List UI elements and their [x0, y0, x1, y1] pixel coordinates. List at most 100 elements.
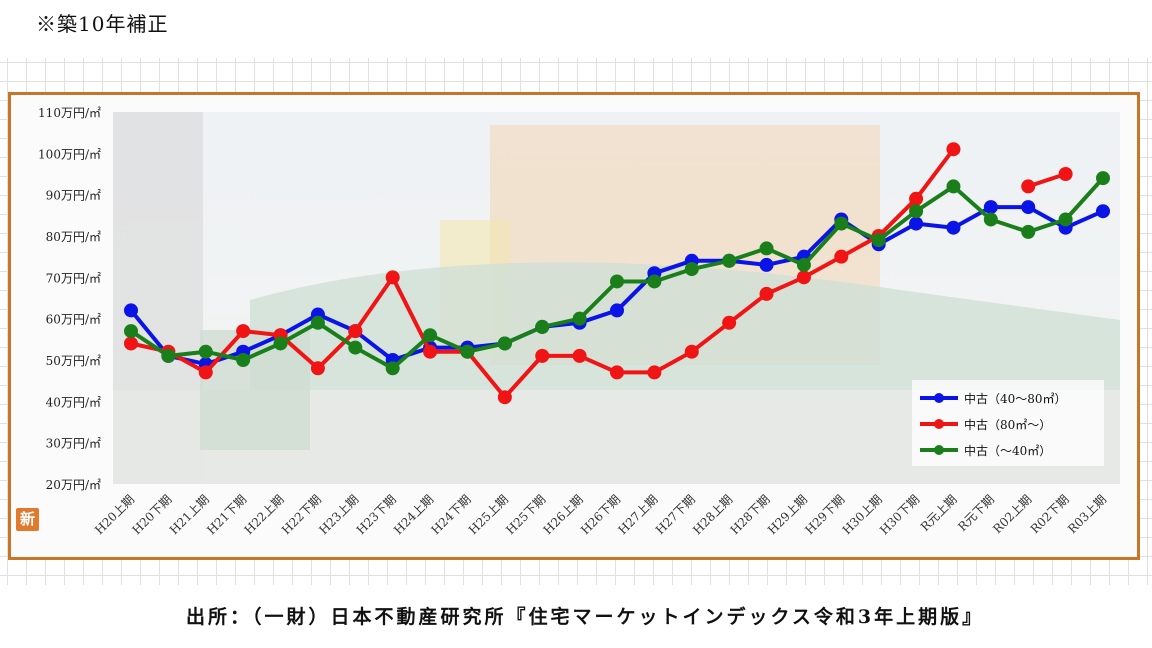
data-point	[684, 344, 699, 359]
y-tick-label: 100万円/㎡	[38, 147, 101, 161]
x-tick-label: H21下期	[204, 492, 249, 537]
data-point	[423, 344, 438, 359]
data-point	[834, 249, 849, 264]
data-point	[497, 390, 512, 405]
new-badge: 新	[16, 508, 39, 531]
x-tick-label: H24上期	[391, 492, 436, 537]
data-point	[310, 315, 325, 330]
legend-label: 中古（80㎡～）	[964, 417, 1051, 432]
data-point	[983, 212, 998, 227]
x-tick-label: H26下期	[578, 492, 623, 537]
data-point	[423, 328, 438, 343]
x-tick-label: H21上期	[167, 492, 212, 537]
data-point	[161, 348, 176, 363]
x-tick-label: H29上期	[765, 492, 810, 537]
legend-swatch-marker	[934, 393, 944, 403]
x-tick-label: H23上期	[316, 492, 361, 537]
x-tick-label: H22下期	[279, 492, 324, 537]
data-point	[647, 365, 662, 380]
data-point	[1021, 224, 1036, 239]
data-point	[385, 270, 400, 285]
x-tick-label: H22上期	[242, 492, 287, 537]
x-tick-label: H28下期	[728, 492, 773, 537]
data-point	[796, 270, 811, 285]
bottom-band	[0, 585, 1152, 648]
source-note: 出所：（一財）日本不動産研究所『住宅マーケットインデックス令和3年上期版』	[186, 606, 985, 628]
x-tick-label: H25下期	[503, 492, 548, 537]
y-tick-label: 60万円/㎡	[46, 313, 101, 327]
data-point	[909, 204, 924, 219]
data-point	[610, 274, 624, 289]
data-point	[871, 233, 886, 248]
x-tick-label: H23下期	[354, 492, 399, 537]
data-point	[722, 253, 737, 268]
legend: 中古（40～80㎡） 中古（80㎡～） 中古（～40㎡）	[912, 380, 1104, 466]
data-point	[348, 340, 363, 355]
data-point	[647, 274, 662, 289]
data-point	[497, 336, 512, 351]
data-point	[124, 324, 138, 339]
data-point	[610, 365, 624, 380]
y-tick-label: 40万円/㎡	[46, 395, 101, 409]
y-tick-label: 90万円/㎡	[46, 189, 101, 203]
data-point	[796, 257, 811, 272]
y-tick-label: 80万円/㎡	[46, 230, 101, 244]
data-point	[909, 216, 924, 231]
data-point	[983, 200, 998, 215]
data-point	[946, 179, 961, 194]
x-tick-label: R02上期	[990, 492, 1034, 536]
data-point	[535, 348, 550, 363]
data-point	[909, 191, 924, 206]
data-point	[198, 344, 213, 359]
data-point	[834, 216, 849, 231]
series-layer	[124, 142, 1110, 405]
data-point	[946, 220, 961, 235]
data-point	[198, 365, 213, 380]
data-point	[610, 303, 624, 318]
y-axis: 110万円/㎡ 100万円/㎡ 90万円/㎡ 80万円/㎡ 70万円/㎡ 60万円/㎡ 50…	[38, 106, 101, 492]
data-point	[1021, 200, 1036, 215]
data-point	[722, 315, 737, 330]
y-tick-label: 30万円/㎡	[46, 437, 101, 451]
data-point	[273, 336, 288, 351]
data-point	[236, 353, 251, 367]
data-point	[946, 142, 961, 157]
data-point	[1096, 171, 1110, 186]
top-band	[0, 0, 1152, 58]
data-point	[759, 257, 774, 272]
x-tick-label: R元上期	[918, 492, 960, 534]
data-point	[684, 262, 699, 277]
data-point	[1058, 212, 1073, 227]
y-tick-label: 70万円/㎡	[46, 271, 101, 285]
legend-label: 中古（40～80㎡）	[964, 391, 1067, 406]
x-tick-label: H26上期	[541, 492, 586, 537]
legend-swatch-marker	[934, 419, 944, 429]
data-point	[572, 348, 587, 363]
data-point	[572, 311, 587, 326]
data-point	[1021, 179, 1036, 194]
correction-note: ※築10年補正	[36, 12, 169, 36]
x-tick-label: H29下期	[802, 492, 847, 537]
y-tick-label: 50万円/㎡	[46, 354, 101, 368]
data-point	[535, 319, 550, 334]
x-tick-label: H20下期	[129, 492, 174, 537]
x-tick-label: H20上期	[92, 492, 137, 537]
x-tick-label: H27上期	[615, 492, 660, 537]
x-tick-label: H25上期	[466, 492, 511, 537]
series-group	[124, 171, 1110, 376]
data-point	[1058, 167, 1073, 181]
x-axis: H20上期H20下期H21上期H21下期H22上期H22下期H23上期H23下期…	[92, 492, 1109, 537]
x-tick-label: H24下期	[429, 492, 474, 537]
data-point	[236, 324, 251, 339]
legend-swatch-marker	[934, 445, 944, 455]
y-tick-label: 110万円/㎡	[38, 106, 101, 120]
x-tick-label: R03上期	[1065, 492, 1109, 536]
x-tick-label: H30下期	[877, 492, 922, 537]
data-point	[348, 324, 363, 339]
data-point	[1096, 204, 1110, 219]
data-point	[310, 361, 325, 376]
data-point	[124, 303, 138, 318]
x-tick-label: H28上期	[690, 492, 735, 537]
data-point	[759, 241, 774, 256]
